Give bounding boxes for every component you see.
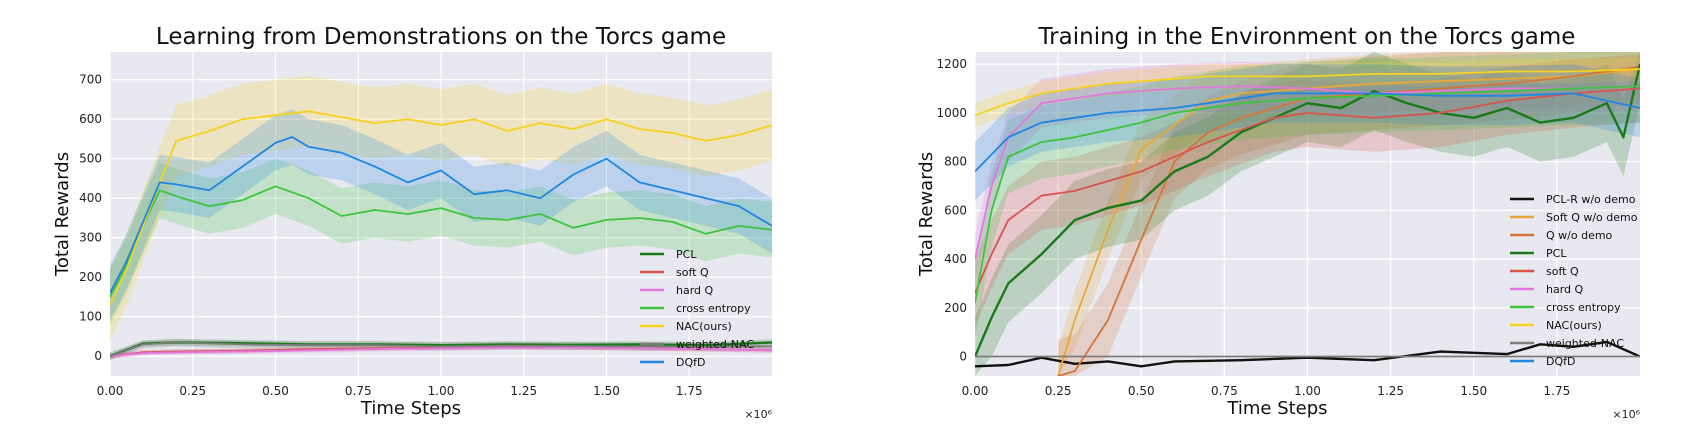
- legend-label: soft Q: [676, 266, 709, 279]
- y-axis-label: Total Rewards: [52, 152, 73, 277]
- chart-title: Learning from Demonstrations on the Torc…: [156, 24, 726, 50]
- legend-label: Q w/o demo: [1546, 229, 1613, 242]
- legend-label: weighted-NAC: [1546, 337, 1624, 350]
- series-hard-q-band: [975, 61, 1640, 284]
- y-tick-label: 0: [959, 350, 967, 364]
- series-pcl-band: [975, 52, 1640, 376]
- chart-title: Training in the Environment on the Torcs…: [1038, 24, 1576, 50]
- legend-label: Soft Q w/o demo: [1546, 211, 1638, 224]
- series-weighted-nac-line: [110, 341, 772, 358]
- legend-label: hard Q: [676, 284, 714, 297]
- y-tick-label: 600: [944, 203, 967, 217]
- series-dqfd-line: [975, 92, 1640, 173]
- legend-label: NAC(ours): [1546, 319, 1602, 332]
- series-cross-entropy-band: [975, 52, 1640, 340]
- series-nac-ours-band: [975, 56, 1640, 128]
- series-pcl-r-w-o-demo-line: [975, 340, 1640, 368]
- legend: PCL-R w/o demo Soft Q w/o demo Q w/o demo P…: [1510, 193, 1638, 368]
- x-tick-label: 0.75: [1211, 384, 1238, 398]
- legend-label: cross entropy: [1546, 301, 1621, 314]
- series-dqfd-band: [110, 109, 772, 321]
- legend-label: weighted-NAC: [676, 338, 754, 351]
- x-tick-label: 0.50: [262, 384, 289, 398]
- y-tick-label: 200: [79, 270, 102, 284]
- x-tick-label: 1.25: [1377, 384, 1404, 398]
- x-tick-label: 1.75: [1544, 384, 1571, 398]
- x-tick-label: 1.00: [1294, 384, 1321, 398]
- y-axis-label: Total Rewards: [916, 152, 937, 277]
- series-q-w-o-demo-band: [1058, 52, 1640, 376]
- y-tick-label: 1000: [936, 106, 967, 120]
- x-axis-label: Time Steps: [1226, 398, 1327, 419]
- series-dqfd-line: [110, 136, 772, 294]
- legend: PCL soft Q hard Q cross entropy NAC(ours) wei…: [640, 248, 754, 369]
- series-soft-q-band: [975, 54, 1640, 328]
- series-soft-q-w-o-demo-band: [1058, 52, 1640, 376]
- y-tick-label: 100: [79, 310, 102, 324]
- x-tick-label: 0.25: [179, 384, 206, 398]
- legend-label: PCL-R w/o demo: [1546, 193, 1636, 206]
- legend-label: hard Q: [1546, 283, 1584, 296]
- y-tick-label: 700: [79, 73, 102, 87]
- x-tick-label: 1.25: [510, 384, 537, 398]
- x-tick-label: 0.00: [97, 384, 124, 398]
- series-group: [975, 52, 1640, 376]
- y-tick-label: 0: [94, 349, 102, 363]
- y-tick-label: 800: [944, 155, 967, 169]
- y-tick-label: 400: [79, 191, 102, 205]
- series-dqfd-band: [975, 64, 1640, 201]
- legend-label: soft Q: [1546, 265, 1579, 278]
- chart-panel-1: 0.00 0.25 0.50 0.75 1.00 1.25 1.50 1.75 0 100 200 3…: [52, 24, 773, 421]
- y-tick-label: 400: [944, 252, 967, 266]
- legend-label: PCL: [676, 248, 697, 261]
- x-tick-label: 1.50: [1460, 384, 1487, 398]
- x-multiplier-label: ×10⁶: [744, 408, 772, 421]
- series-hard-q-line: [110, 346, 772, 358]
- x-axis-label: Time Steps: [360, 398, 461, 419]
- x-tick-label: 1.50: [593, 384, 620, 398]
- x-tick-label: 1.75: [676, 384, 703, 398]
- legend-label: DQfD: [1546, 355, 1575, 368]
- y-tick-label: 500: [79, 152, 102, 166]
- y-tick-label: 200: [944, 301, 967, 315]
- series-cross-entropy-band: [110, 158, 772, 325]
- series-nac-ours-band: [110, 75, 772, 341]
- y-tick-label: 600: [79, 112, 102, 126]
- legend-label: PCL: [1546, 247, 1567, 260]
- x-tick-label: 0.50: [1128, 384, 1155, 398]
- x-multiplier-label: ×10⁶: [1612, 408, 1640, 421]
- x-tick-label: 0.75: [345, 384, 372, 398]
- x-tick-label: 1.00: [428, 384, 455, 398]
- x-tick-label: 0.25: [1045, 384, 1072, 398]
- chart-panel-2: 0.00 0.25 0.50 0.75 1.00 1.25 1.50 1.75 0 200 400 6…: [916, 24, 1641, 421]
- y-tick-label: 1200: [936, 57, 967, 71]
- legend-label: NAC(ours): [676, 320, 732, 333]
- legend-label: cross entropy: [676, 302, 751, 315]
- legend-label: DQfD: [676, 356, 705, 369]
- x-tick-label: 0.00: [962, 384, 989, 398]
- y-tick-label: 300: [79, 231, 102, 245]
